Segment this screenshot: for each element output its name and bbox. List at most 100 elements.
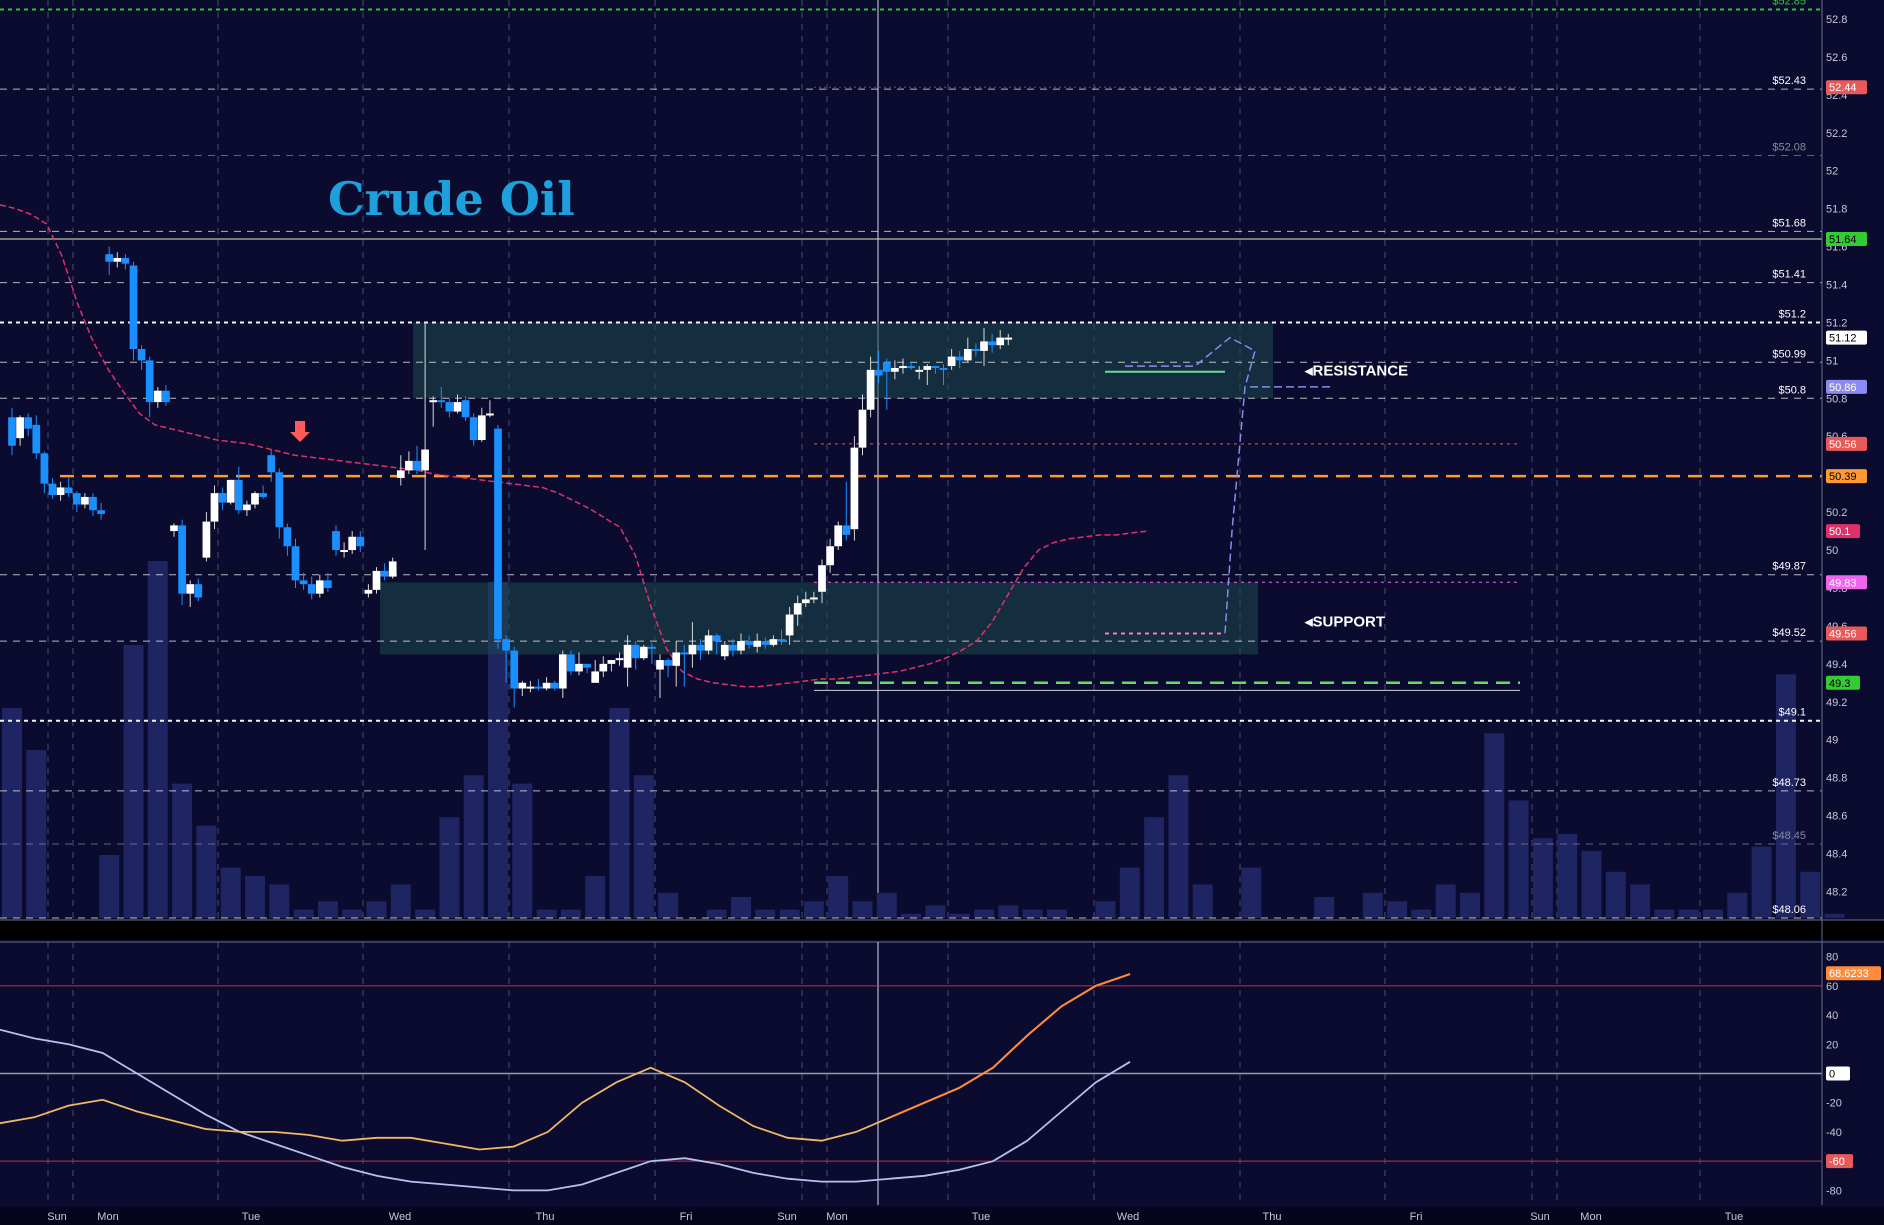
moving-average — [0, 204, 1148, 688]
candle-body — [24, 417, 33, 429]
candle-body — [656, 660, 664, 670]
candle-body — [162, 390, 170, 403]
price-badge: 50.56 — [1829, 439, 1857, 451]
candle-body — [842, 525, 851, 535]
volume-bar — [2, 708, 22, 918]
price-badge: 51.12 — [1829, 333, 1857, 345]
volume-bar — [512, 783, 533, 918]
candle-body — [396, 470, 405, 478]
candle-body — [996, 337, 1005, 346]
candle-body — [810, 597, 818, 600]
candle-body — [631, 644, 640, 659]
price-tick-label: 50.8 — [1826, 393, 1847, 405]
osc-tick-label: -80 — [1826, 1185, 1842, 1197]
date-tick-label: Sun — [777, 1211, 797, 1223]
price-level-lines: $52.85 $52.43 $52.08 $51.68 $51.41 $51.2 $50.9… — [0, 0, 1822, 919]
volume-bar — [293, 909, 314, 918]
price-badge-bg — [1826, 626, 1867, 641]
price-tick-label: 50.2 — [1826, 507, 1847, 519]
price-badge-bg — [1826, 330, 1867, 345]
osc-tick-label: -40 — [1826, 1127, 1842, 1139]
volume-bar — [1460, 892, 1480, 918]
support-label: ◂SUPPORT — [1304, 614, 1385, 631]
support-resistance-zones: ◂RESISTANCE ◂SUPPORT — [380, 322, 1408, 655]
level-line-label: $50.99 — [1772, 348, 1806, 360]
date-tick-label: Thu — [536, 1211, 555, 1223]
volume-bar — [196, 825, 217, 918]
candle-body — [251, 493, 259, 505]
candle-body — [518, 682, 527, 689]
volume-bar — [731, 897, 751, 918]
volume-bar — [488, 582, 508, 918]
chart-title: Crude Oil — [328, 172, 575, 226]
volume-bar — [1605, 871, 1626, 918]
candle-body — [1004, 337, 1013, 340]
volume-bar — [1144, 817, 1165, 918]
volume-bar — [1800, 871, 1821, 918]
volume-bar — [779, 909, 800, 918]
price-badges: 52.44 51.64 51.12 50.86 50.56 50.39 50.1 49.83 4… — [1826, 80, 1881, 1169]
candle-body — [891, 367, 899, 372]
candle-body — [615, 658, 624, 661]
price-tick-label: 48.8 — [1826, 773, 1847, 785]
candle-body — [16, 417, 24, 439]
candle-body — [931, 366, 940, 369]
osc-badge-bg — [1826, 966, 1881, 981]
candle-body — [194, 584, 203, 598]
candle-body — [567, 654, 575, 672]
volume-bar — [828, 876, 849, 918]
volume-bar — [1775, 674, 1796, 918]
osc-tick-label: 20 — [1826, 1039, 1838, 1051]
trend-projection — [1125, 336, 1256, 634]
candle-body — [866, 369, 875, 410]
candle-body — [388, 561, 397, 577]
volume-bar — [803, 901, 824, 918]
osc-badge: 0 — [1829, 1069, 1835, 1081]
price-tick-label: 49.4 — [1826, 659, 1847, 671]
volume-bar — [317, 901, 338, 918]
candle-body — [332, 531, 340, 551]
candle-body — [348, 536, 357, 551]
level-line-label: $48.73 — [1772, 777, 1806, 789]
candle-body — [40, 453, 49, 484]
candle-body — [356, 536, 365, 547]
price-tick-label: 51.8 — [1826, 204, 1847, 216]
candle-body — [761, 641, 770, 645]
candle-body — [542, 682, 551, 689]
volume-bar — [536, 909, 557, 918]
level-line-label: $52.85 — [1772, 0, 1806, 7]
candle-body — [988, 341, 996, 346]
candle-body — [186, 584, 195, 594]
candle-body — [137, 348, 146, 361]
candle-body — [291, 546, 300, 581]
price-tick-label: 50 — [1826, 545, 1838, 557]
oscillator-panel — [0, 973, 1822, 1192]
candle-body — [972, 348, 980, 351]
candle-body — [56, 487, 65, 496]
level-line-label: $51.2 — [1778, 308, 1806, 320]
volume-bar — [1630, 884, 1651, 918]
candle-body — [575, 663, 583, 672]
volume-bar — [26, 750, 47, 918]
level-line-label: $49.52 — [1772, 627, 1806, 639]
volume-bar — [439, 817, 460, 918]
candle-body — [226, 479, 235, 503]
price-badge: 49.3 — [1829, 678, 1850, 690]
osc-tick-label: 60 — [1826, 981, 1838, 993]
resistance-zone — [413, 322, 1273, 399]
date-tick-label: Sun — [47, 1211, 67, 1223]
price-badge-bg — [1826, 575, 1867, 590]
osc-tick-label: 40 — [1826, 1010, 1838, 1022]
volume-bar — [560, 909, 581, 918]
candle-body — [324, 580, 332, 588]
level-line-label: $50.8 — [1778, 384, 1806, 396]
candle-body — [923, 366, 932, 370]
level-line-label: $48.06 — [1772, 904, 1806, 916]
price-badge: 51.64 — [1829, 234, 1857, 246]
candle-body — [405, 460, 413, 471]
volume-bar — [585, 876, 606, 918]
candle-body — [413, 460, 421, 471]
panel-separator — [0, 920, 1884, 940]
candle-body — [915, 369, 924, 372]
